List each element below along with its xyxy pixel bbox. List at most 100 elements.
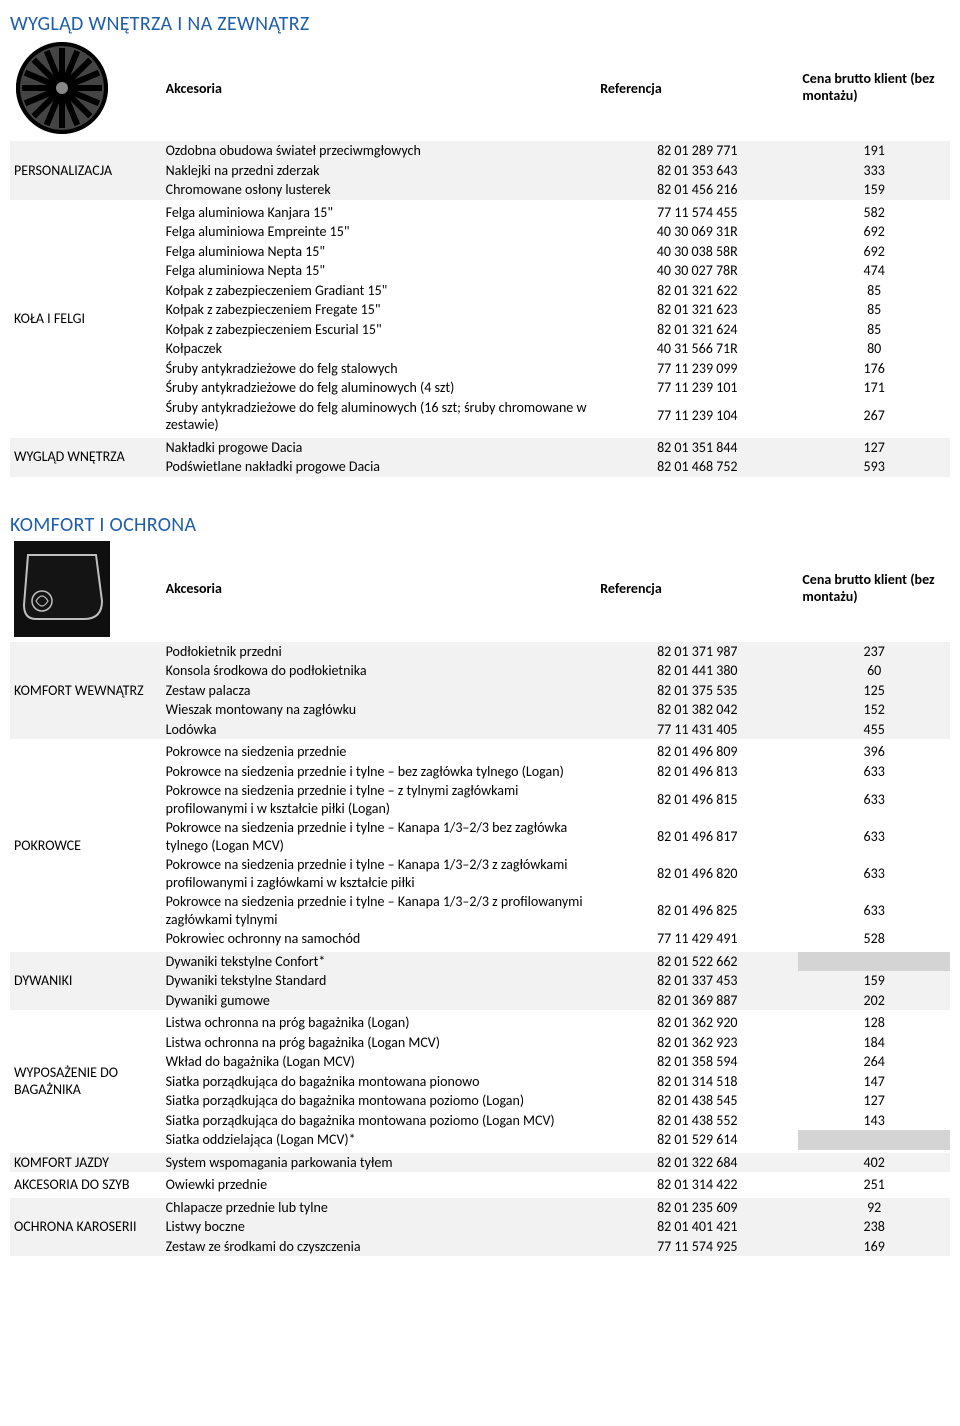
accessory-price: 85 <box>798 281 950 301</box>
category-label: WYGLĄD WNĘTRZA <box>10 438 162 477</box>
category-label: PERSONALIZACJA <box>10 141 162 200</box>
section-title: WYGLĄD WNĘTRZA I NA ZEWNĄTRZ <box>10 12 950 36</box>
accessory-price: 455 <box>798 720 950 740</box>
category-label: AKCESORIA DO SZYB <box>10 1175 162 1195</box>
accessory-price <box>798 952 950 972</box>
accessory-reference: 82 01 496 825 <box>596 892 798 929</box>
accessory-reference: 82 01 358 594 <box>596 1052 798 1072</box>
accessory-name: Listwy boczne <box>162 1217 597 1237</box>
accessory-price: 60 <box>798 661 950 681</box>
table-row: WYPOSAŻENIE DO BAGAŻNIKAListwa ochronna … <box>10 1013 950 1033</box>
accessory-reference: 82 01 371 987 <box>596 642 798 662</box>
accessory-reference: 82 01 322 684 <box>596 1153 798 1173</box>
section-thumb-icon <box>14 40 110 136</box>
accessory-price: 80 <box>798 339 950 359</box>
accessory-price: 152 <box>798 700 950 720</box>
accessory-price: 251 <box>798 1175 950 1195</box>
accessory-price: 169 <box>798 1237 950 1257</box>
table-row: KOMFORT JAZDYSystem wspomagania parkowan… <box>10 1153 950 1173</box>
accessory-reference: 82 01 382 042 <box>596 700 798 720</box>
accessory-price: 396 <box>798 742 950 762</box>
accessory-reference: 82 01 529 614 <box>596 1130 798 1150</box>
section-thumb-icon <box>14 541 110 637</box>
accessory-reference: 82 01 362 920 <box>596 1013 798 1033</box>
accessory-reference: 82 01 456 216 <box>596 180 798 200</box>
accessory-price: 237 <box>798 642 950 662</box>
table-row: POKROWCEPokrowce na siedzenia przednie82… <box>10 742 950 762</box>
category-label: KOMFORT WEWNĄTRZ <box>10 642 162 740</box>
accessory-name: Pokrowce na siedzenia przednie <box>162 742 597 762</box>
accessory-reference: 82 01 438 552 <box>596 1111 798 1131</box>
accessory-price <box>798 1130 950 1150</box>
accessory-price: 159 <box>798 180 950 200</box>
accessory-name: Konsola środkowa do podłokietnika <box>162 661 597 681</box>
category-label: KOMFORT JAZDY <box>10 1153 162 1173</box>
accessory-name: Pokrowce na siedzenia przednie i tylne –… <box>162 762 597 782</box>
accessory-reference: 82 01 496 817 <box>596 818 798 855</box>
accessory-price: 582 <box>798 203 950 223</box>
accessory-reference: 82 01 353 643 <box>596 161 798 181</box>
accessory-price: 333 <box>798 161 950 181</box>
accessory-name: System wspomagania parkowania tyłem <box>162 1153 597 1173</box>
accessory-price: 593 <box>798 457 950 477</box>
accessory-name: Kołpaczek <box>162 339 597 359</box>
accessory-name: Śruby antykradzieżowe do felg stalowych <box>162 359 597 379</box>
accessory-name: Pokrowiec ochronny na samochód <box>162 929 597 949</box>
accessory-price: 692 <box>798 222 950 242</box>
accessory-name: Wkład do bagażnika (Logan MCV) <box>162 1052 597 1072</box>
accessory-price: 633 <box>798 818 950 855</box>
col-price: Cena brutto klient (bez montażu) <box>798 539 950 639</box>
accessory-name: Listwa ochronna na próg bagażnika (Logan… <box>162 1013 597 1033</box>
table-row: PERSONALIZACJAOzdobna obudowa świateł pr… <box>10 141 950 161</box>
accessory-name: Ozdobna obudowa świateł przeciwmgłowych <box>162 141 597 161</box>
accessory-reference: 77 11 239 104 <box>596 398 798 435</box>
accessory-reference: 82 01 438 545 <box>596 1091 798 1111</box>
accessory-reference: 82 01 235 609 <box>596 1198 798 1218</box>
accessory-price: 127 <box>798 438 950 458</box>
accessory-price: 402 <box>798 1153 950 1173</box>
accessory-reference: 82 01 496 820 <box>596 855 798 892</box>
accessory-price: 264 <box>798 1052 950 1072</box>
accessory-name: Dywaniki tekstylne Standard <box>162 971 597 991</box>
accessory-price: 85 <box>798 300 950 320</box>
accessory-reference: 77 11 574 925 <box>596 1237 798 1257</box>
accessory-name: Podłokietnik przedni <box>162 642 597 662</box>
table-row: DYWANIKIDywaniki tekstylne Confort*82 01… <box>10 952 950 972</box>
accessory-price: 184 <box>798 1033 950 1053</box>
accessory-name: Dywaniki tekstylne Confort* <box>162 952 597 972</box>
accessory-reference: 82 01 496 815 <box>596 781 798 818</box>
accessory-name: Wieszak montowany na zagłówku <box>162 700 597 720</box>
accessory-reference: 82 01 369 887 <box>596 991 798 1011</box>
accessory-price: 92 <box>798 1198 950 1218</box>
accessory-reference: 82 01 496 809 <box>596 742 798 762</box>
accessory-reference: 82 01 496 813 <box>596 762 798 782</box>
accessory-price: 128 <box>798 1013 950 1033</box>
accessory-name: Siatka oddzielająca (Logan MCV)* <box>162 1130 597 1150</box>
accessory-name: Chlapacze przednie lub tylne <box>162 1198 597 1218</box>
accessory-reference: 82 01 321 623 <box>596 300 798 320</box>
accessories-table: AkcesoriaReferencjaCena brutto klient (b… <box>10 38 950 477</box>
accessory-name: Kołpak z zabezpieczeniem Fregate 15" <box>162 300 597 320</box>
accessory-price: 85 <box>798 320 950 340</box>
category-label: DYWANIKI <box>10 952 162 1011</box>
accessories-table: AkcesoriaReferencjaCena brutto klient (b… <box>10 539 950 1257</box>
accessory-price: 692 <box>798 242 950 262</box>
accessory-name: Pokrowce na siedzenia przednie i tylne –… <box>162 855 597 892</box>
accessory-reference: 77 11 429 491 <box>596 929 798 949</box>
category-label: OCHRONA KAROSERII <box>10 1198 162 1257</box>
accessory-reference: 77 11 239 101 <box>596 378 798 398</box>
category-label: POKROWCE <box>10 742 162 949</box>
accessory-name: Pokrowce na siedzenia przednie i tylne –… <box>162 892 597 929</box>
accessory-reference: 82 01 351 844 <box>596 438 798 458</box>
accessory-reference: 77 11 431 405 <box>596 720 798 740</box>
accessory-price: 202 <box>798 991 950 1011</box>
table-row: AKCESORIA DO SZYBOwiewki przednie82 01 3… <box>10 1175 950 1195</box>
accessory-name: Kołpak z zabezpieczeniem Escurial 15" <box>162 320 597 340</box>
accessory-price: 176 <box>798 359 950 379</box>
accessory-name: Śruby antykradzieżowe do felg aluminowyc… <box>162 378 597 398</box>
accessory-price: 143 <box>798 1111 950 1131</box>
table-row: KOMFORT WEWNĄTRZPodłokietnik przedni82 0… <box>10 642 950 662</box>
table-row: KOŁA I FELGIFelga aluminiowa Kanjara 15"… <box>10 203 950 223</box>
accessory-name: Siatka porządkująca do bagażnika montowa… <box>162 1111 597 1131</box>
accessory-name: Felga aluminiowa Empreinte 15" <box>162 222 597 242</box>
